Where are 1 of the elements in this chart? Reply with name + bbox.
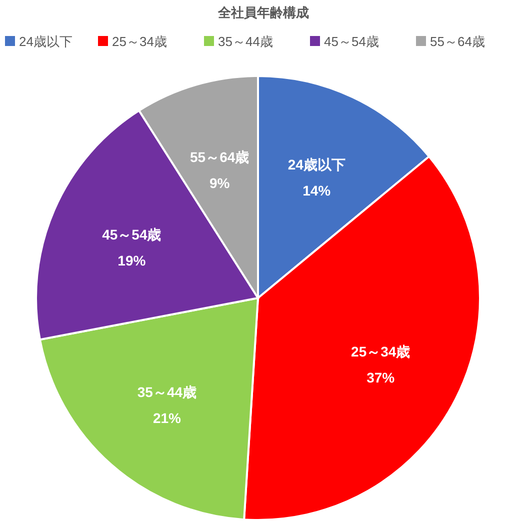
title: 全社員年齢構成 (218, 5, 309, 20)
